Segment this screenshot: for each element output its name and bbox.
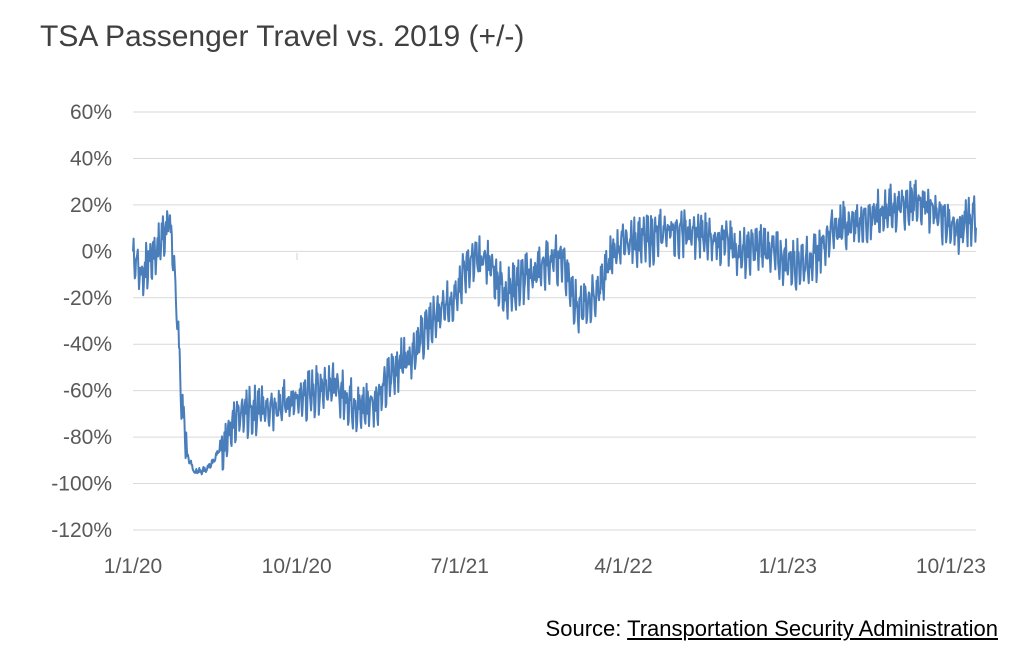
chart-title: TSA Passenger Travel vs. 2019 (+/-) xyxy=(40,20,525,53)
x-tick-label: 1/1/23 xyxy=(759,555,817,578)
series-line-tsa-travel xyxy=(132,179,977,476)
y-axis-ticks: 60% 40% 20% 0% -20% -40% -60% -80% -100% -120% xyxy=(51,101,112,542)
y-tick-label: -40% xyxy=(63,333,112,356)
y-tick-label: -60% xyxy=(63,380,112,403)
x-tick-label: 7/1/21 xyxy=(431,555,489,578)
y-tick-label: -20% xyxy=(63,287,112,310)
x-tick-label: 4/1/22 xyxy=(594,555,652,578)
y-tick-label: 0% xyxy=(82,240,112,263)
source-prefix: Source: xyxy=(545,616,628,641)
gridlines xyxy=(133,111,976,531)
x-tick-label: 10/1/20 xyxy=(262,555,332,578)
y-tick-label: -120% xyxy=(51,519,112,542)
source-note: Source: Transportation Security Administ… xyxy=(546,616,998,642)
y-tick-label: 60% xyxy=(70,101,112,124)
x-axis-ticks: 1/1/20 10/1/20 7/1/21 4/1/22 1/1/23 10/1/23 xyxy=(104,555,986,578)
y-tick-label: -80% xyxy=(63,426,112,449)
y-tick-label: -100% xyxy=(51,473,112,496)
y-tick-label: 20% xyxy=(70,194,112,217)
y-tick-label: 40% xyxy=(70,147,112,170)
x-tick-label: 1/1/20 xyxy=(104,555,162,578)
source-link[interactable]: Transportation Security Administration xyxy=(627,616,998,641)
x-tick-label: 10/1/23 xyxy=(916,555,986,578)
